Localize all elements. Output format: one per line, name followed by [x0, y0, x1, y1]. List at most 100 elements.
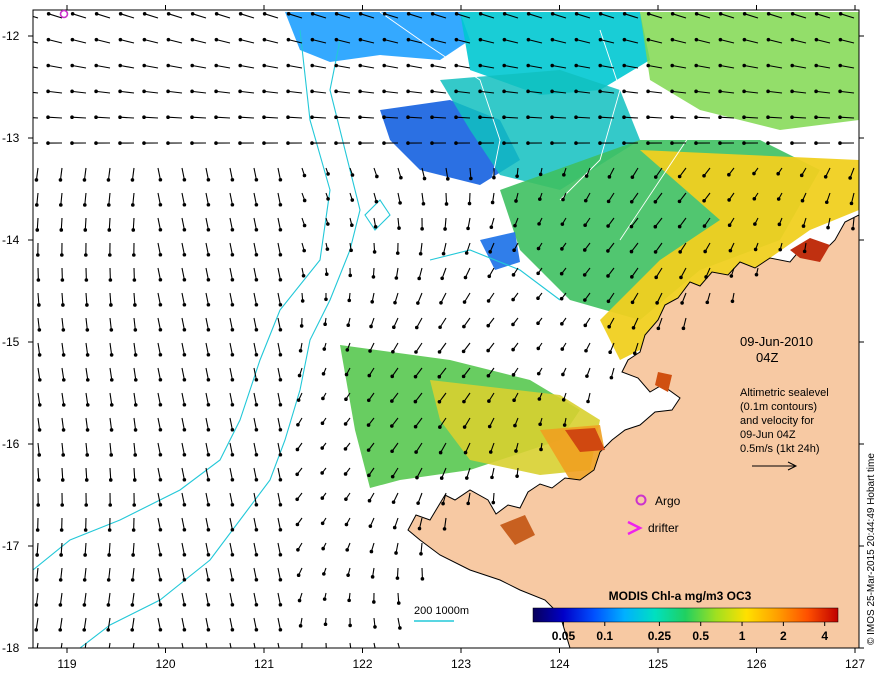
- velocity-arrow-head: [131, 203, 135, 207]
- velocity-arrow-head: [349, 649, 353, 653]
- velocity-arrow: [37, 417, 41, 430]
- velocity-arrow-head: [606, 224, 610, 228]
- velocity-arrow: [181, 567, 185, 580]
- velocity-arrow-head: [512, 398, 516, 403]
- velocity-arrow: [421, 167, 426, 179]
- velocity-arrow-head: [586, 399, 590, 404]
- velocity-arrow-head: [158, 352, 163, 357]
- velocity-arrow: [672, 39, 687, 44]
- velocity-arrow: [37, 292, 40, 306]
- velocity-arrow-head: [514, 449, 518, 453]
- velocity-arrow-head: [206, 202, 211, 207]
- velocity-arrow-head: [109, 453, 114, 457]
- velocity-arrow-head: [206, 302, 211, 307]
- velocity-arrow-head: [83, 528, 88, 532]
- velocity-arrow: [157, 392, 161, 405]
- velocity-arrow: [373, 642, 376, 648]
- velocity-arrow-head: [238, 11, 243, 16]
- velocity-arrow-head: [373, 625, 377, 629]
- velocity-arrow-head: [206, 477, 211, 482]
- velocity-arrow-head: [85, 353, 90, 357]
- velocity-arrow-head: [166, 11, 171, 16]
- velocity-arrow: [277, 442, 281, 455]
- chl-swath-blue-patch: [480, 232, 520, 270]
- velocity-arrow-head: [158, 627, 163, 632]
- velocity-arrow: [277, 592, 281, 605]
- velocity-arrow: [84, 567, 87, 580]
- velocity-arrow-head: [35, 203, 39, 207]
- velocity-arrow-head: [132, 503, 137, 507]
- velocity-arrow: [85, 367, 89, 380]
- velocity-arrow-head: [142, 141, 146, 145]
- velocity-arrow: [229, 442, 233, 455]
- velocity-arrow: [168, 39, 183, 44]
- velocity-arrow-head: [158, 327, 163, 332]
- velocity-arrow-head: [142, 89, 146, 94]
- velocity-arrow-head: [461, 374, 466, 379]
- velocity-arrow-head: [466, 226, 470, 231]
- velocity-arrow-head: [609, 375, 614, 380]
- velocity-arrow-head: [487, 424, 492, 429]
- velocity-arrow-head: [694, 141, 698, 145]
- velocity-arrow: [792, 13, 807, 19]
- velocity-arrow: [215, 116, 231, 119]
- velocity-arrow: [438, 367, 447, 378]
- velocity-arrow-head: [694, 37, 699, 42]
- velocity-arrow-head: [206, 527, 211, 532]
- velocity-arrow-head: [406, 89, 410, 94]
- velocity-arrow: [253, 492, 257, 505]
- velocity-arrow-head: [653, 199, 658, 204]
- velocity-arrow-head: [454, 11, 459, 16]
- velocity-arrow: [84, 542, 87, 556]
- velocity-arrow: [181, 267, 185, 280]
- velocity-arrow-head: [108, 478, 113, 482]
- velocity-arrow-head: [790, 11, 795, 16]
- velocity-arrow-head: [109, 428, 114, 432]
- velocity-arrow: [720, 64, 735, 69]
- velocity-arrow: [655, 242, 663, 253]
- velocity-arrow: [455, 116, 471, 119]
- velocity-arrow: [277, 267, 281, 280]
- velocity-arrow-head: [718, 115, 722, 120]
- velocity-arrow: [37, 467, 40, 481]
- velocity-arrow: [480, 90, 495, 94]
- velocity-arrow-head: [560, 247, 564, 251]
- velocity-arrow-head: [444, 202, 449, 206]
- velocity-arrow-head: [670, 141, 674, 145]
- velocity-arrow-head: [34, 603, 39, 607]
- velocity-arrow-head: [238, 115, 242, 120]
- lat-tick-label: -14: [2, 233, 20, 247]
- velocity-arrow-head: [462, 324, 466, 329]
- velocity-arrow: [205, 367, 209, 380]
- velocity-arrow-head: [131, 228, 136, 232]
- velocity-arrow-head: [374, 650, 378, 654]
- velocity-arrow: [816, 13, 831, 19]
- velocity-arrow-head: [230, 177, 235, 182]
- velocity-arrows: [33, 11, 855, 654]
- velocity-arrow: [95, 116, 111, 119]
- velocity-arrow: [157, 292, 161, 305]
- velocity-arrow: [792, 90, 807, 94]
- velocity-arrow-head: [561, 197, 565, 202]
- velocity-arrow-head: [490, 200, 495, 205]
- velocity-arrow: [229, 267, 233, 280]
- coastal-red-3: [500, 515, 535, 545]
- velocity-arrow-head: [823, 174, 828, 179]
- velocity-arrow-head: [295, 522, 300, 527]
- velocity-arrow-head: [206, 252, 211, 257]
- velocity-arrow-head: [59, 528, 64, 532]
- velocity-arrow-head: [372, 600, 376, 604]
- velocity-arrow-head: [334, 37, 339, 42]
- velocity-arrow-head: [536, 371, 541, 376]
- velocity-arrow: [421, 192, 424, 204]
- velocity-arrow-head: [58, 578, 63, 582]
- velocity-arrow: [157, 317, 161, 330]
- velocity-arrow-head: [438, 425, 442, 429]
- velocity-arrow-head: [182, 477, 187, 482]
- lon-tick-label: 126: [746, 657, 766, 671]
- velocity-arrow: [205, 617, 209, 630]
- velocity-arrow-head: [299, 324, 304, 328]
- velocity-arrow: [205, 467, 209, 480]
- velocity-arrow: [83, 167, 87, 180]
- velocity-arrow: [240, 39, 255, 44]
